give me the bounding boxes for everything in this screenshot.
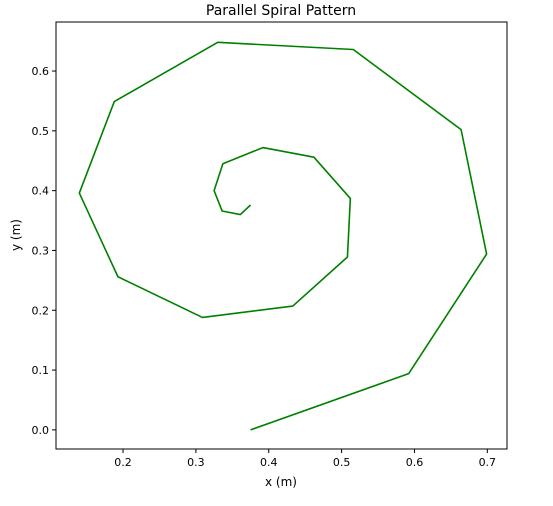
chart-title: Parallel Spiral Pattern	[206, 3, 356, 19]
y-tick-label: 0.2	[32, 304, 50, 317]
x-tick-label: 0.5	[333, 456, 351, 469]
y-tick-label: 0.0	[32, 424, 50, 437]
x-tick-label: 0.3	[187, 456, 205, 469]
x-tick-label: 0.4	[260, 456, 278, 469]
y-tick-label: 0.1	[32, 364, 50, 377]
y-tick-label: 0.6	[32, 65, 50, 78]
x-axis-label: x (m)	[265, 475, 297, 489]
x-tick-label: 0.7	[479, 456, 497, 469]
y-axis-ticks: 0.0 0.1 0.2 0.3 0.4 0.5 0.6	[32, 65, 56, 437]
x-axis-ticks: 0.2 0.3 0.4 0.5 0.6 0.7	[114, 449, 496, 469]
x-tick-label: 0.2	[114, 456, 132, 469]
y-tick-label: 0.5	[32, 125, 50, 138]
axes-frame	[55, 21, 508, 450]
y-tick-label: 0.4	[32, 185, 50, 198]
y-tick-label: 0.3	[32, 244, 50, 257]
y-axis-label: y (m)	[9, 219, 23, 251]
x-tick-label: 0.6	[406, 456, 424, 469]
plot-area	[78, 41, 488, 431]
spiral-series-line	[78, 41, 488, 431]
